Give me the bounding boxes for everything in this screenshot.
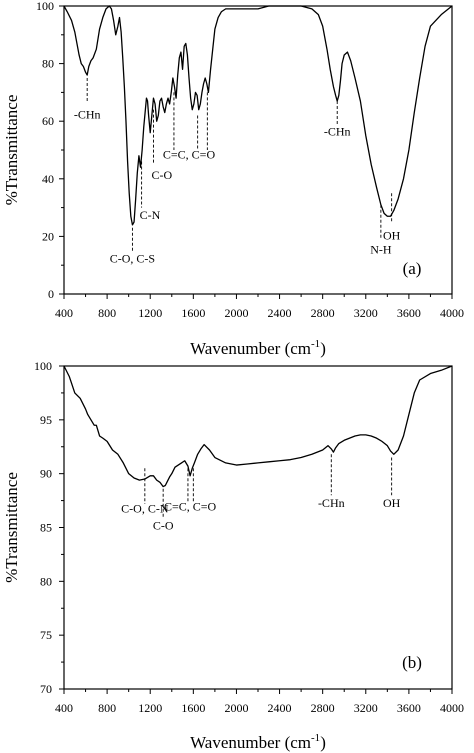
panel-b-x-tick-label: 400: [55, 701, 73, 715]
panel-a-y-tick-label: 100: [36, 0, 54, 13]
panel-a-x-axis-title: Wavenumber (cm-1): [190, 338, 326, 358]
panel-b-annotation-label: OH: [383, 496, 401, 510]
panel-a-y-tick-label: 0: [48, 287, 54, 301]
panel-a-x-axis-title-sup: -1: [311, 338, 320, 350]
panel-a-x-tick-label: 4000: [440, 306, 464, 320]
panel-a-spectrum-line: [63, 5, 453, 226]
panel-b: 400 800 1200 1600 2000 2400 2800 3200 3600 4000 70…: [2, 359, 464, 752]
panel-b-x-axis-title-main: Wavenumber (cm: [190, 733, 311, 752]
panel-a-label: (a): [403, 259, 422, 278]
panel-a-x-axis-title-main: Wavenumber (cm: [190, 339, 311, 358]
panel-b-x-tick-label: 1200: [138, 701, 162, 715]
panel-a-x-tick-label: 1200: [138, 306, 162, 320]
panel-b-annotation-label: -CHn: [318, 496, 345, 510]
panel-a-x-tick-label: 800: [98, 306, 116, 320]
panel-b-x-axis-title-tail: ): [320, 733, 326, 752]
panel-a-annotation-label: C-O: [151, 168, 172, 182]
panel-b-x-tick-label: 2400: [268, 701, 292, 715]
panel-b-annotation-label: C-O, C-N: [121, 501, 169, 515]
panel-b-y-tick-label: 85: [40, 521, 52, 535]
panel-b-x-tick-label: 2800: [311, 701, 335, 715]
panel-a-y-tick-label: 60: [42, 114, 54, 128]
panel-b-y-tick-label: 80: [40, 574, 52, 588]
panel-b-label: (b): [402, 653, 422, 672]
panel-a-x-axis-title-tail: ): [320, 339, 326, 358]
panel-b-x-axis-title-sup: -1: [311, 732, 320, 744]
panel-b-y-tick-label: 75: [40, 628, 52, 642]
panel-b-y-tick-label: 95: [40, 413, 52, 427]
panel-b-x-tick-label: 3600: [397, 701, 421, 715]
panel-b-annotation-label: C=C, C=O: [164, 499, 217, 513]
panel-a-y-tick-label: 40: [42, 172, 54, 186]
panel-a-y-tick-label: 20: [42, 229, 54, 243]
panel-a-annotation-label: N-H: [370, 243, 392, 257]
panel-b-x-tick-label: 800: [98, 701, 116, 715]
panel-a-annotation-label: OH: [383, 228, 401, 242]
panel-b-spectrum-line: [63, 365, 453, 488]
panel-a: 400 800 1200 1600 2000 2400 2800 3200 3600 4000 0 2…: [2, 0, 464, 358]
panel-a-annotation-label: C-N: [140, 208, 161, 222]
panel-a-x-tick-label: 3200: [354, 306, 378, 320]
panel-a-annotation-label: -CHn: [324, 125, 351, 139]
panel-a-annotation-label: -CHn: [74, 107, 101, 121]
panel-a-x-tick-label: 2800: [311, 306, 335, 320]
panel-b-x-tick-label: 2000: [224, 701, 248, 715]
panel-b-x-tick-label: 3200: [354, 701, 378, 715]
panel-a-x-tick-label: 3600: [397, 306, 421, 320]
panel-a-y-tick-label: 80: [42, 57, 54, 71]
panel-b-x-tick-label: 1600: [181, 701, 205, 715]
panel-b-y-tick-label: 70: [40, 682, 52, 696]
panel-b-x-tick-label: 4000: [440, 701, 464, 715]
panel-b-y-tick-label: 100: [34, 359, 52, 373]
panel-a-annotation-label: C-O, C-S: [110, 251, 155, 265]
panel-b-annotation-label: C-O: [153, 519, 174, 533]
panel-a-x-tick-label: 400: [55, 306, 73, 320]
panel-a-x-tick-label: 2400: [268, 306, 292, 320]
panel-a-x-tick-label: 1600: [181, 306, 205, 320]
panel-b-y-axis-title: %Transmittance: [2, 472, 21, 583]
panel-b-x-axis-title: Wavenumber (cm-1): [190, 732, 326, 752]
panel-a-annotation-label: C=C, C=O: [163, 148, 216, 162]
panel-a-y-axis-title: %Transmittance: [2, 95, 21, 206]
panel-a-x-tick-label: 2000: [224, 306, 248, 320]
panel-b-y-tick-label: 90: [40, 467, 52, 481]
panel-b-plot-frame: [63, 365, 453, 690]
